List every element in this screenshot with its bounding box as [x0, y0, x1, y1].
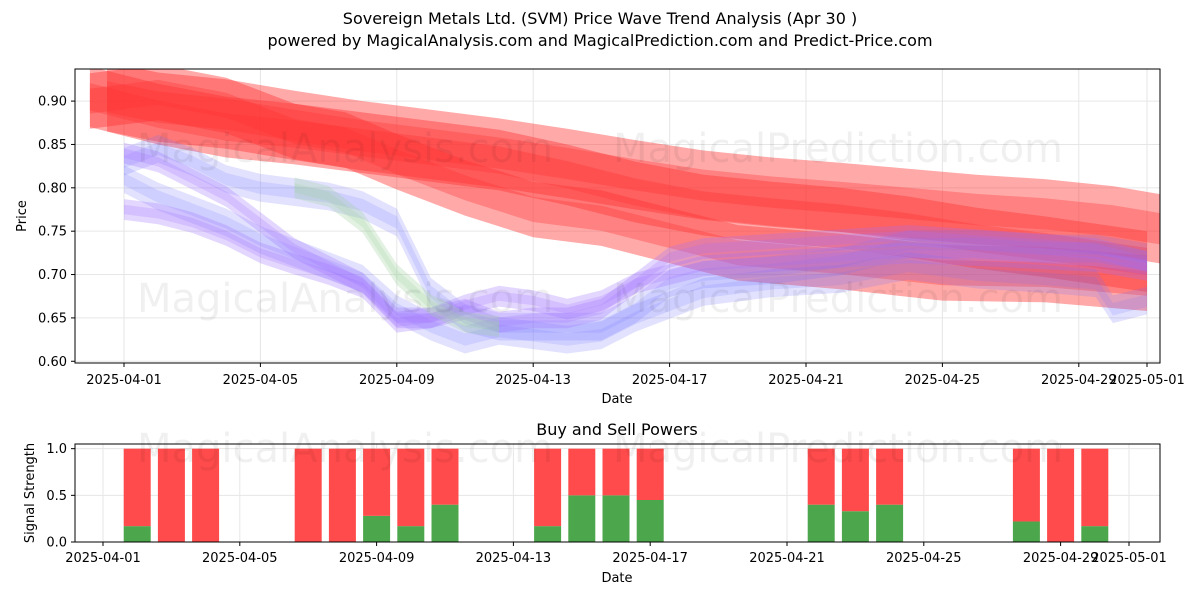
buy-bar	[123, 526, 151, 542]
price-y-tick-label: 0.85	[38, 138, 67, 153]
price-y-ticks: 0.60 0.65 0.70 0.75 0.80 0.85 0.90	[38, 95, 75, 370]
signal-x-tick-label: 2025-04-05	[202, 551, 278, 566]
signal-bars	[123, 448, 1109, 542]
price-y-tick-label: 0.80	[38, 181, 67, 196]
sell-bar	[876, 448, 904, 505]
purple-wave-2-band	[124, 199, 1147, 333]
watermark-text: MagicalPrediction.com	[613, 426, 1063, 472]
watermark-text: MagicalPrediction.com	[613, 126, 1063, 172]
sell-bar	[602, 448, 630, 496]
price-x-tick-label: 2025-05-01	[1109, 373, 1185, 388]
sell-bar	[1012, 448, 1040, 522]
purple-wave-1-band	[124, 142, 1147, 333]
buy-bar	[534, 526, 562, 542]
chart-subtitle: powered by MagicalAnalysis.com and Magic…	[267, 31, 933, 50]
price-y-label: Price	[15, 200, 30, 232]
price-x-tick-label: 2025-04-13	[495, 373, 571, 388]
signal-x-tick-label: 2025-04-13	[476, 551, 552, 566]
sell-bar	[328, 448, 356, 542]
price-x-tick-label: 2025-04-01	[86, 373, 162, 388]
price-y-tick-label: 0.65	[38, 311, 67, 326]
sell-bar	[1047, 448, 1075, 542]
price-y-tick-label: 0.70	[38, 268, 67, 283]
price-axes-frame	[74, 68, 1161, 364]
sell-bar	[807, 448, 835, 505]
blue-wave-2-band	[124, 165, 1147, 354]
watermark-text: MagicalAnalysis.com	[137, 426, 553, 472]
watermark-text: MagicalAnalysis.com	[137, 276, 553, 322]
red-wave-3-band	[89, 69, 1147, 292]
red-wave-1-core	[107, 81, 1160, 245]
sell-bar	[397, 448, 425, 527]
buy-bar	[1081, 526, 1109, 542]
buy-bar	[602, 495, 630, 542]
sell-bar	[192, 448, 220, 542]
price-y-tick-label: 0.60	[38, 355, 67, 370]
signal-x-tick-label: 2025-04-25	[886, 551, 962, 566]
sell-bar	[534, 448, 562, 527]
signal-axes-frame	[74, 443, 1161, 543]
sell-bar	[294, 448, 322, 542]
buy-bar	[397, 526, 425, 542]
price-x-tick-label: 2025-04-29	[1041, 373, 1117, 388]
signal-watermarks: MagicalAnalysis.com MagicalPrediction.com	[137, 426, 1063, 472]
price-x-tick-label: 2025-04-09	[359, 373, 435, 388]
buy-bar	[363, 515, 391, 542]
red-wave-2-core	[89, 79, 1147, 296]
buy-bar	[807, 504, 835, 542]
buy-bar	[636, 500, 664, 542]
signal-y-tick-label: 0.5	[46, 489, 67, 504]
sell-bar	[1081, 448, 1109, 527]
signal-x-tick-label: 2025-04-09	[339, 551, 415, 566]
price-x-tick-label: 2025-04-21	[768, 373, 844, 388]
signal-y-ticks: 0.0 0.5 1.0	[46, 442, 75, 551]
price-y-tick-label: 0.90	[38, 95, 67, 110]
green-wave-1-band	[294, 177, 500, 337]
price-x-tick-label: 2025-04-05	[223, 373, 299, 388]
signal-x-ticks: 2025-04-01 2025-04-05 2025-04-09 2025-04-13…	[65, 542, 1167, 566]
price-watermarks: MagicalAnalysis.com MagicalPrediction.com…	[137, 126, 1063, 322]
signal-y-tick-label: 1.0	[46, 442, 67, 457]
buy-bar	[876, 504, 904, 542]
sell-bar	[123, 448, 151, 527]
signal-x-label: Date	[601, 571, 632, 586]
chart-title: Sovereign Metals Ltd. (SVM) Price Wave T…	[342, 9, 858, 28]
purple-wave-1-core	[124, 148, 1147, 327]
sell-bar	[363, 448, 391, 516]
sell-bar	[636, 448, 664, 500]
buy-bar	[431, 504, 459, 542]
signal-x-tick-label: 2025-04-29	[1023, 551, 1099, 566]
signal-x-tick-label: 2025-04-17	[612, 551, 688, 566]
watermark-text: MagicalAnalysis.com	[137, 126, 553, 172]
signal-y-label: Signal Strength	[23, 443, 38, 543]
red-wave-3-core	[89, 83, 1147, 276]
blue-wave-1-band	[124, 134, 1147, 341]
price-grid	[75, 69, 1160, 363]
watermark-text: MagicalPrediction.com	[613, 276, 1063, 322]
red-wave-2-band	[89, 69, 1147, 311]
sell-bar	[841, 448, 869, 512]
sell-bar	[157, 448, 185, 542]
signal-y-tick-label: 0.0	[46, 536, 67, 551]
signal-x-tick-label: 2025-05-01	[1091, 551, 1167, 566]
signal-x-tick-label: 2025-04-21	[749, 551, 825, 566]
buy-bar	[1012, 521, 1040, 542]
price-y-tick-label: 0.75	[38, 225, 67, 240]
price-x-label: Date	[601, 392, 632, 407]
red-wave-1-band	[107, 69, 1160, 264]
sell-bar	[568, 448, 596, 496]
price-x-tick-label: 2025-04-25	[905, 373, 981, 388]
signal-x-tick-label: 2025-04-01	[65, 551, 141, 566]
price-waves	[89, 69, 1160, 354]
sell-bar	[431, 448, 459, 505]
buy-bar	[568, 495, 596, 542]
buy-bar	[841, 511, 869, 542]
price-x-tick-label: 2025-04-17	[632, 373, 708, 388]
signal-chart-title: Buy and Sell Powers	[536, 420, 698, 439]
price-x-ticks: 2025-04-01 2025-04-05 2025-04-09 2025-04-13…	[86, 363, 1185, 388]
